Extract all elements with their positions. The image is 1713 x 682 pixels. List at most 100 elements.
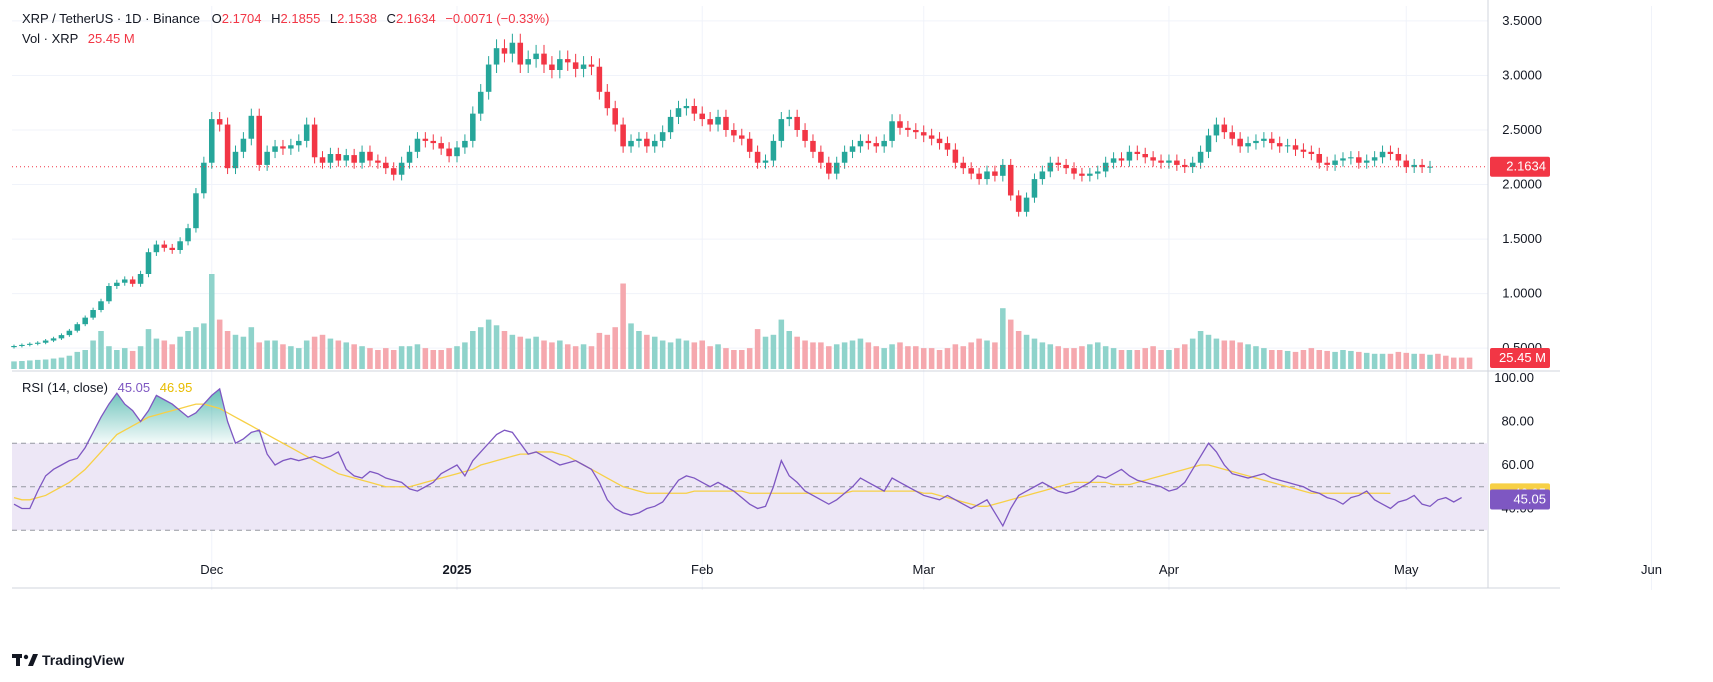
candle-body: [1213, 124, 1220, 136]
candle-body: [889, 121, 895, 141]
candle-body: [849, 146, 856, 152]
volume-bar: [383, 348, 389, 369]
tradingview-logo[interactable]: TradingView: [12, 652, 124, 668]
volume-bar: [525, 338, 531, 369]
candle-body: [58, 335, 65, 339]
candle-body: [786, 116, 793, 120]
volume-bar: [248, 327, 255, 369]
volume-bar: [1094, 342, 1101, 369]
candle-body: [296, 140, 302, 146]
time-tick-label: 2025: [443, 562, 472, 577]
volume-bar: [1023, 334, 1030, 369]
volume-bar: [691, 342, 698, 369]
volume-bar: [557, 340, 563, 369]
volume-bar: [1007, 319, 1014, 369]
volume-bar: [596, 332, 603, 369]
rsi-ma-line: [13, 403, 1391, 507]
candle-body: [533, 53, 539, 60]
candle-body: [438, 143, 444, 149]
candle-body: [525, 59, 531, 65]
time-tick-label: Apr: [1159, 562, 1180, 577]
volume-bar: [612, 327, 618, 369]
volume-bar: [1087, 344, 1093, 369]
candle-body: [1071, 168, 1077, 174]
candle-body: [493, 48, 500, 65]
volume-bar: [1379, 353, 1386, 369]
candle-body: [1276, 143, 1283, 147]
volume-bar: [1466, 357, 1473, 369]
candle-body: [604, 91, 611, 109]
candle-body: [1221, 124, 1228, 133]
volume-bar: [201, 323, 207, 369]
volume-bar: [280, 344, 286, 369]
candle-body: [541, 53, 547, 65]
candle-body: [873, 143, 880, 147]
volume-bar: [1371, 353, 1378, 369]
open-value: 2.1704: [221, 11, 262, 26]
high-value: 2.1855: [280, 11, 321, 26]
candle-body: [1007, 164, 1014, 196]
candle-body: [303, 124, 310, 141]
candle-body: [1205, 135, 1212, 152]
volume-bar: [98, 331, 104, 369]
candle-body: [683, 106, 690, 109]
volume-bar: [1411, 353, 1417, 369]
volume-bar: [731, 350, 737, 369]
volume-bar: [1276, 350, 1283, 369]
volume-bar: [208, 274, 215, 369]
candle-body: [675, 108, 682, 117]
candle-body: [470, 113, 476, 141]
volume-bar: [1174, 348, 1180, 369]
volume-bar: [1316, 350, 1323, 369]
volume-bar: [1110, 348, 1117, 369]
volume-bar: [1324, 350, 1330, 369]
volume-bar: [762, 336, 769, 369]
volume-bar: [1197, 331, 1204, 369]
candle-body: [984, 171, 990, 180]
candle-body: [1102, 162, 1109, 172]
candle-body: [810, 140, 816, 152]
volume-bar: [232, 334, 239, 369]
time-tick-label: Dec: [200, 562, 224, 577]
candle-body: [1047, 162, 1054, 172]
candle-body: [1419, 164, 1425, 168]
volume-bar: [1435, 353, 1441, 369]
candle-body: [992, 171, 998, 176]
last-volume-badge-bg: [1490, 348, 1550, 368]
candle-body: [1403, 160, 1410, 168]
candle-body: [1324, 162, 1330, 165]
candle-body: [1229, 132, 1236, 139]
candle-body: [1363, 160, 1370, 163]
volume-bar: [58, 357, 65, 369]
volume-bar: [1261, 348, 1267, 369]
volume-bar: [90, 340, 96, 369]
candle-body: [1371, 157, 1378, 161]
candle-body: [651, 140, 658, 147]
candle-body: [1000, 164, 1006, 176]
candle-body: [319, 157, 326, 163]
volume-bar: [841, 342, 848, 369]
candle-body: [501, 48, 508, 54]
candle-body: [1174, 160, 1180, 165]
volume-bar: [288, 346, 294, 369]
volume-bar: [1395, 351, 1402, 369]
volume-bar: [272, 340, 278, 369]
candle-body: [1395, 154, 1402, 161]
volume-bar: [992, 342, 998, 369]
volume-bar: [1245, 344, 1251, 369]
volume-bar: [1142, 348, 1148, 369]
volume-bar: [335, 340, 342, 369]
candle-body: [944, 143, 951, 150]
volume-bar: [470, 331, 476, 369]
volume-bar: [849, 340, 856, 369]
volume-bar: [746, 348, 753, 369]
candle-body: [1300, 149, 1307, 152]
candle-body: [1379, 151, 1386, 158]
candle-body: [960, 162, 967, 169]
candle-body: [201, 162, 207, 194]
candle-body: [1237, 138, 1243, 147]
volume-bar: [968, 342, 974, 369]
candle-body: [549, 64, 555, 70]
candle-body: [375, 160, 381, 163]
